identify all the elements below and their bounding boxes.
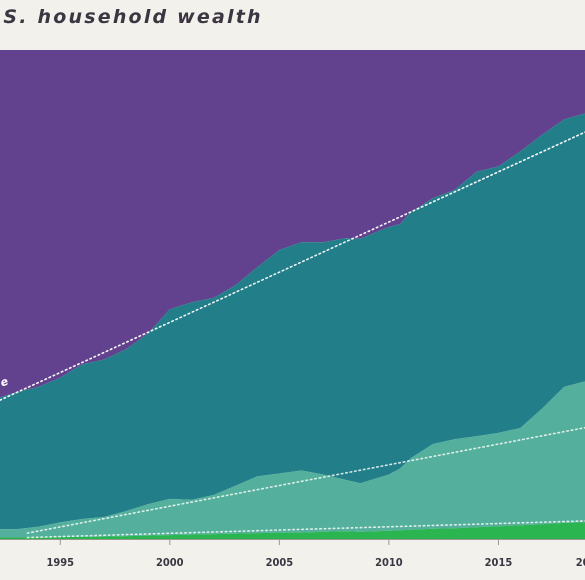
trend-line-3 bbox=[26, 520, 585, 539]
x-axis: 1995 2000 2005 2010 2015 201 bbox=[0, 539, 585, 569]
area-series-light-teal bbox=[0, 381, 585, 538]
x-tick-label: 201 bbox=[576, 556, 585, 569]
chart-title: .S. household wealth bbox=[0, 6, 263, 28]
area-series-group bbox=[0, 50, 585, 539]
trend-line-2 bbox=[26, 426, 585, 534]
trend-lines-group bbox=[0, 131, 585, 539]
x-tick-label: 1995 bbox=[46, 556, 74, 569]
trend-line-1 bbox=[0, 131, 585, 401]
area-series-purple bbox=[0, 50, 585, 398]
x-tick-label: 2005 bbox=[266, 556, 294, 569]
area-series-teal bbox=[0, 113, 585, 530]
partial-series-label: e bbox=[0, 374, 11, 389]
x-tick-label: 2000 bbox=[156, 556, 184, 569]
area-series-green bbox=[0, 522, 585, 539]
x-tick-label: 2015 bbox=[485, 556, 513, 569]
stacked-area-chart: e 1995 2000 2005 2010 2015 201 bbox=[0, 50, 585, 569]
x-tick-label: 2010 bbox=[375, 556, 403, 569]
